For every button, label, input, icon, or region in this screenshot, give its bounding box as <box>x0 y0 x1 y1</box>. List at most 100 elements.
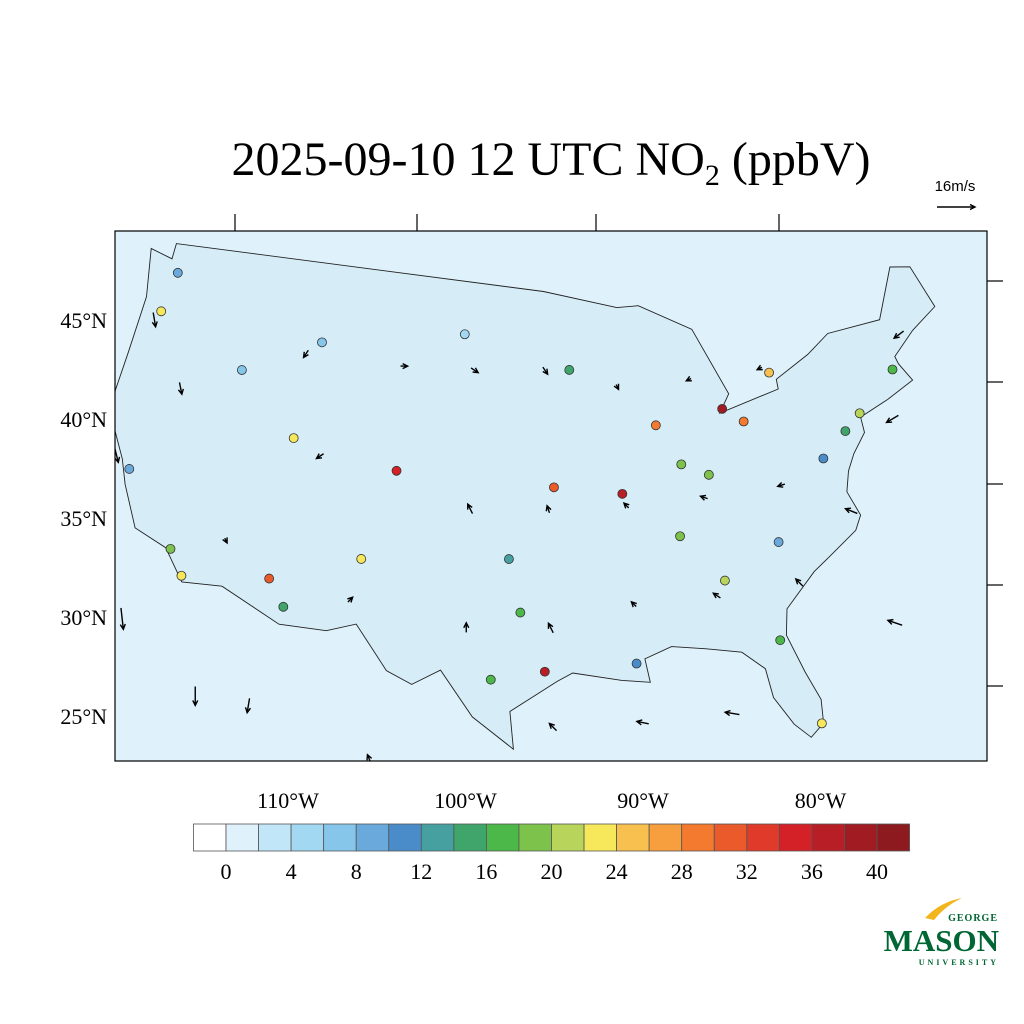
station <box>773 537 784 547</box>
wind-arrow <box>699 494 708 501</box>
colorbar-box <box>258 823 292 852</box>
wind-arrow <box>151 312 158 329</box>
station <box>675 531 685 542</box>
station <box>775 635 786 646</box>
country-outline <box>115 243 936 751</box>
station <box>564 365 575 375</box>
logo-swoosh <box>925 898 962 920</box>
station <box>504 554 514 564</box>
colorbar-box <box>616 823 650 852</box>
station <box>317 337 327 348</box>
map-frame <box>114 230 988 762</box>
colorbar-box <box>778 823 813 852</box>
colorbar-box <box>844 823 878 852</box>
wind-arrow <box>222 537 228 545</box>
colorbar-box <box>225 823 259 852</box>
colorbar-box <box>518 823 552 852</box>
wind-arrow <box>400 362 410 370</box>
wind-arrow <box>302 349 309 359</box>
station <box>391 465 402 476</box>
land-layer <box>115 243 936 751</box>
latitude-label: 35°N <box>60 506 107 531</box>
title-suffix: (ppbV) <box>720 133 871 186</box>
logo-top: GEORGE <box>948 913 998 924</box>
station <box>515 607 526 618</box>
station <box>539 666 550 677</box>
station <box>854 408 865 419</box>
wind-arrow <box>545 504 552 514</box>
latitude-label: 30°N <box>60 605 107 630</box>
colorbar-box <box>388 823 422 852</box>
station <box>236 365 247 375</box>
station <box>124 464 135 474</box>
longitude-label: 90°W <box>617 788 669 813</box>
colorbar-label: 28 <box>671 859 693 884</box>
wind-arrow <box>843 507 858 515</box>
logo-bottom: UNIVERSITY <box>919 958 999 967</box>
wind-arrow <box>192 686 199 708</box>
colorbar-box <box>713 823 748 852</box>
latitude-label: 25°N <box>60 704 107 729</box>
station <box>176 570 187 581</box>
station <box>676 459 687 470</box>
colorbar-box <box>648 823 683 852</box>
wind-arrow <box>712 592 721 599</box>
wind-arrow <box>463 621 470 633</box>
colorbar-box <box>323 823 357 852</box>
wind-arrow <box>885 414 899 424</box>
wind-arrow <box>622 501 630 509</box>
wind-arrow <box>548 722 558 732</box>
colorbar-box <box>420 823 455 852</box>
wind-arrow <box>244 698 252 715</box>
wind-reference-label: 16m/s <box>935 178 976 195</box>
colorbar-label: 12 <box>410 859 432 884</box>
colorbar-box <box>193 823 227 852</box>
wind-arrow <box>630 600 637 608</box>
wind-arrow <box>115 446 121 464</box>
gmu-logo: GEORGE MASON UNIVERSITY <box>884 898 999 967</box>
logo-name: MASON <box>884 923 999 958</box>
wind-arrow <box>542 366 549 376</box>
colorbar-box <box>453 823 487 852</box>
colorbar-box <box>746 823 780 852</box>
colorbar-label: 36 <box>801 859 823 884</box>
station <box>459 329 470 340</box>
latitude-label: 40°N <box>60 407 107 432</box>
wind-arrow <box>723 709 740 717</box>
wind-arrow <box>119 607 126 631</box>
title-subscript: 2 <box>705 159 720 192</box>
station <box>887 364 898 375</box>
station <box>549 482 559 493</box>
map-title: 2025-09-10 12 UTC NO2 (ppbV) <box>232 133 871 192</box>
colorbar-box <box>811 823 845 852</box>
colorbar-label: 0 <box>221 859 232 884</box>
wind-reference-arrow <box>937 203 977 211</box>
colorbar-label: 8 <box>351 859 362 884</box>
data-layer <box>115 267 905 761</box>
colorbar-box <box>876 823 910 852</box>
wind-arrow <box>794 577 804 587</box>
wind-arrow <box>635 719 649 726</box>
station <box>278 601 289 612</box>
wind-arrow <box>684 375 692 382</box>
longitude-label: 100°W <box>434 788 497 813</box>
station <box>764 367 774 378</box>
wind-arrow <box>467 502 474 514</box>
wind-arrow <box>177 382 185 396</box>
graticule-ticks <box>234 214 1003 687</box>
station <box>617 488 628 499</box>
longitude-label: 110°W <box>257 788 319 813</box>
station <box>172 267 183 278</box>
latitude-label: 45°N <box>60 308 107 333</box>
colorbar-box <box>583 823 617 852</box>
wind-arrow <box>613 383 620 391</box>
station <box>156 306 167 317</box>
colorbar-box <box>355 823 390 852</box>
colorbar-label: 4 <box>286 859 297 884</box>
station <box>738 416 749 427</box>
station <box>485 674 496 685</box>
colorbar-box <box>290 823 325 852</box>
wind-arrow <box>315 453 324 460</box>
